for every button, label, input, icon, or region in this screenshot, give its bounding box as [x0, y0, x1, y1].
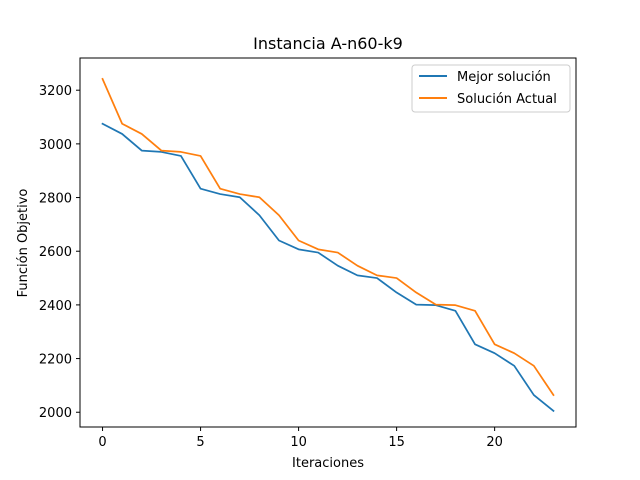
y-tick-label: 2200: [39, 353, 72, 368]
legend-label-mejor-solucion: Mejor solución: [457, 70, 551, 85]
legend-label-solucion-actual: Solución Actual: [457, 92, 557, 107]
tick-layer: 0 5 10 15 20 2000 2200 2400 2600 2800 3000 3200: [39, 84, 503, 450]
y-tick-label: 3200: [39, 84, 72, 99]
series-line-mejor-solucion: [101, 122, 555, 413]
x-tick-label: 15: [388, 435, 405, 450]
y-tick-label: 2000: [39, 406, 72, 421]
legend-box: [411, 64, 571, 113]
x-tick-label: 5: [196, 435, 204, 450]
x-tick-label: 0: [98, 435, 106, 450]
y-tick-label: 2400: [39, 299, 72, 314]
series-line-solucion-actual: [101, 77, 555, 397]
y-tick-label: 2600: [39, 245, 72, 260]
legend: Mejor solución Solución Actual: [411, 64, 571, 113]
x-axis-title: Iteraciones: [292, 456, 364, 471]
chart-title: Instancia A-n60-k9: [253, 34, 403, 53]
y-tick-label: 2800: [39, 192, 72, 207]
y-tick-label: 3000: [39, 138, 72, 153]
x-tick-label: 20: [486, 435, 503, 450]
y-axis-title: Función Objetivo: [16, 189, 31, 298]
x-tick-label: 10: [290, 435, 307, 450]
series-layer: [101, 77, 555, 413]
plot-frame: [79, 57, 577, 428]
